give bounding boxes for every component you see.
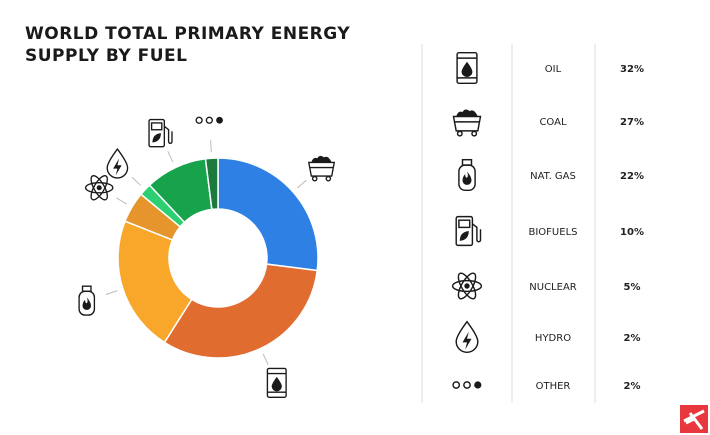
segment-icon	[195, 116, 224, 125]
row-label: NAT. GAS	[530, 171, 576, 182]
row-value: 27%	[620, 117, 644, 128]
row-value: 10%	[620, 227, 644, 238]
row-value: 32%	[620, 64, 644, 75]
row-icon	[455, 215, 482, 247]
row-label: OTHER	[536, 381, 571, 392]
row-label: NUCLEAR	[529, 282, 577, 293]
title-line: SUPPLY BY FUEL	[25, 46, 188, 66]
segment-icon	[308, 155, 335, 182]
segment-icon	[84, 172, 114, 203]
row-value: 5%	[624, 282, 641, 293]
row-value: 2%	[624, 381, 641, 392]
row-icon	[452, 380, 483, 390]
row-icon	[452, 108, 482, 137]
row-label: HYDRO	[535, 333, 571, 344]
leader-line	[297, 179, 307, 189]
title-line: WORLD TOTAL PRIMARY ENERGY	[25, 24, 350, 44]
row-value: 2%	[624, 333, 641, 344]
segment-icon	[106, 148, 129, 179]
donut-segment	[217, 157, 319, 272]
leader-line	[116, 197, 128, 205]
donut-segment	[117, 220, 193, 344]
row-icon	[451, 270, 483, 302]
leader-line	[105, 290, 118, 295]
donut-segment	[163, 263, 319, 359]
row-label: COAL	[539, 117, 567, 128]
row-label: BIOFUELS	[529, 227, 578, 238]
leader-line	[167, 151, 174, 163]
segment-icon	[148, 118, 173, 148]
brand-logo	[680, 405, 708, 433]
chart-title: WORLD TOTAL PRIMARY ENERGY SUPPLY BY FUEL	[25, 24, 350, 66]
leader-line	[131, 176, 142, 186]
donut-segment	[204, 157, 219, 211]
segment-icon	[266, 367, 287, 398]
leader-line	[262, 353, 269, 365]
row-label: OIL	[545, 64, 562, 75]
row-value: 22%	[620, 171, 644, 182]
leader-line	[210, 140, 212, 153]
segment-icon	[78, 285, 96, 316]
row-icon	[455, 320, 479, 354]
row-icon	[458, 158, 476, 192]
row-icon	[456, 51, 478, 85]
